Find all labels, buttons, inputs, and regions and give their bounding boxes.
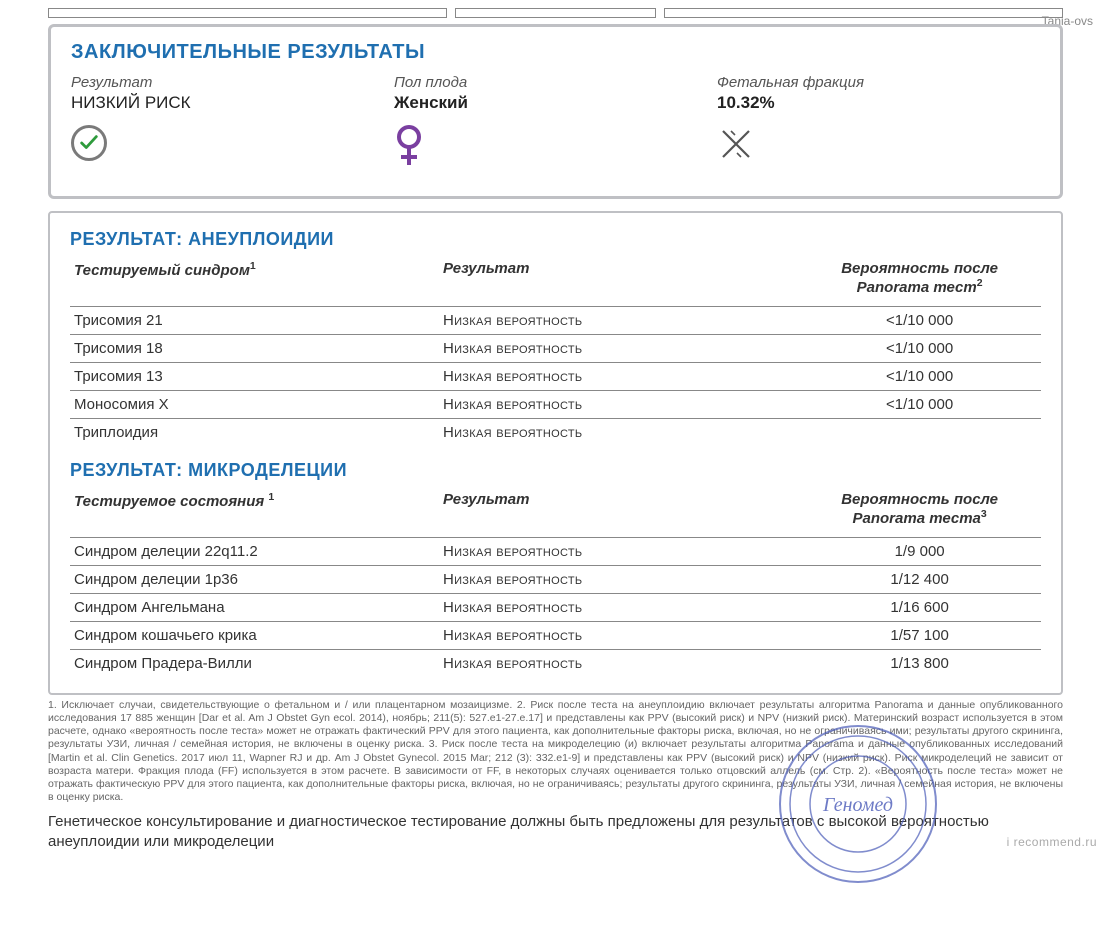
advice-text: Генетическое консультирование и диагност… bbox=[48, 812, 1063, 853]
syndrome-name: Синдром кошачьего крика bbox=[70, 622, 439, 650]
checkmark-icon bbox=[71, 125, 107, 161]
syndrome-result: Низкая вероятность bbox=[439, 538, 798, 566]
female-icon bbox=[394, 125, 717, 176]
result-block: Результат НИЗКИЙ РИСК bbox=[71, 74, 394, 113]
result-label: Результат bbox=[71, 74, 394, 91]
syndrome-probability: 1/9 000 bbox=[798, 538, 1041, 566]
syndrome-result: Низкая вероятность bbox=[439, 335, 798, 363]
ff-value: 10.32% bbox=[717, 93, 1040, 113]
syndrome-name: Синдром Ангельмана bbox=[70, 594, 439, 622]
syndrome-probability: 1/12 400 bbox=[798, 566, 1041, 594]
syndrome-name: Трисомия 21 bbox=[70, 307, 439, 335]
table-row: Моносомия ХНизкая вероятность<1/10 000 bbox=[70, 391, 1041, 419]
syndrome-result: Низкая вероятность bbox=[439, 307, 798, 335]
syndrome-result: Низкая вероятность bbox=[439, 594, 798, 622]
syndrome-name: Трисомия 13 bbox=[70, 363, 439, 391]
syndrome-probability: <1/10 000 bbox=[798, 335, 1041, 363]
syndrome-probability: 1/13 800 bbox=[798, 650, 1041, 678]
an-col1-header: Тестируемый синдром1 bbox=[70, 254, 439, 307]
results-tables-panel: РЕЗУЛЬТАТ: АНЕУПЛОИДИИ Тестируемый синдр… bbox=[48, 211, 1063, 695]
summary-panel: ЗАКЛЮЧИТЕЛЬНЫЕ РЕЗУЛЬТАТЫ Результат НИЗК… bbox=[48, 24, 1063, 199]
summary-title: ЗАКЛЮЧИТЕЛЬНЫЕ РЕЗУЛЬТАТЫ bbox=[71, 41, 1040, 64]
syndrome-probability: <1/10 000 bbox=[798, 363, 1041, 391]
result-value: НИЗКИЙ РИСК bbox=[71, 93, 394, 113]
footnote-text: 1. Исключает случаи, свидетельствующие о… bbox=[48, 699, 1063, 804]
syndrome-probability bbox=[798, 419, 1041, 447]
syndrome-name: Синдром Прадера-Вилли bbox=[70, 650, 439, 678]
syndrome-name: Трисомия 18 bbox=[70, 335, 439, 363]
syndrome-probability: <1/10 000 bbox=[798, 307, 1041, 335]
syndrome-name: Синдром делеции 1p36 bbox=[70, 566, 439, 594]
an-col2-header: Результат bbox=[439, 254, 798, 307]
microdeletions-table: Тестируемое состояния 1 Результат Вероят… bbox=[70, 485, 1041, 677]
syndrome-probability: 1/16 600 bbox=[798, 594, 1041, 622]
syndrome-result: Низкая вероятность bbox=[439, 650, 798, 678]
dna-icon bbox=[717, 125, 1040, 171]
syndrome-result: Низкая вероятность bbox=[439, 391, 798, 419]
aneuploidies-table: Тестируемый синдром1 Результат Вероятнос… bbox=[70, 254, 1041, 446]
table-row: Синдром делеции 1p36Низкая вероятность1/… bbox=[70, 566, 1041, 594]
sex-value: Женский bbox=[394, 93, 717, 113]
syndrome-result: Низкая вероятность bbox=[439, 566, 798, 594]
table-row: Трисомия 13Низкая вероятность<1/10 000 bbox=[70, 363, 1041, 391]
syndrome-name: Триплоидия bbox=[70, 419, 439, 447]
sex-label: Пол плода bbox=[394, 74, 717, 91]
syndrome-name: Моносомия Х bbox=[70, 391, 439, 419]
an-col3-header: Вероятность после Panorama тест2 bbox=[798, 254, 1041, 307]
md-col3-header: Вероятность после Panorama теста3 bbox=[798, 485, 1041, 538]
syndrome-name: Синдром делеции 22q11.2 bbox=[70, 538, 439, 566]
sex-block: Пол плода Женский bbox=[394, 74, 717, 113]
table-row: Синдром делеции 22q11.2Низкая вероятност… bbox=[70, 538, 1041, 566]
microdeletions-title: РЕЗУЛЬТАТ: МИКРОДЕЛЕЦИИ bbox=[70, 460, 1041, 481]
syndrome-result: Низкая вероятность bbox=[439, 419, 798, 447]
md-col1-header: Тестируемое состояния 1 bbox=[70, 485, 439, 538]
syndrome-result: Низкая вероятность bbox=[439, 363, 798, 391]
table-row: Трисомия 21Низкая вероятность<1/10 000 bbox=[70, 307, 1041, 335]
watermark-bottom: i recommend.ru bbox=[1007, 835, 1097, 849]
syndrome-probability: <1/10 000 bbox=[798, 391, 1041, 419]
ff-label: Фетальная фракция bbox=[717, 74, 1040, 91]
table-row: ТриплоидияНизкая вероятность bbox=[70, 419, 1041, 447]
syndrome-probability: 1/57 100 bbox=[798, 622, 1041, 650]
top-empty-fields bbox=[8, 8, 1103, 24]
table-row: Трисомия 18Низкая вероятность<1/10 000 bbox=[70, 335, 1041, 363]
aneuploidies-title: РЕЗУЛЬТАТ: АНЕУПЛОИДИИ bbox=[70, 229, 1041, 250]
fetal-fraction-block: Фетальная фракция 10.32% bbox=[717, 74, 1040, 113]
table-row: Синдром кошачьего крикаНизкая вероятност… bbox=[70, 622, 1041, 650]
table-row: Синдром Прадера-ВиллиНизкая вероятность1… bbox=[70, 650, 1041, 678]
md-col2-header: Результат bbox=[439, 485, 798, 538]
table-row: Синдром АнгельманаНизкая вероятность1/16… bbox=[70, 594, 1041, 622]
syndrome-result: Низкая вероятность bbox=[439, 622, 798, 650]
